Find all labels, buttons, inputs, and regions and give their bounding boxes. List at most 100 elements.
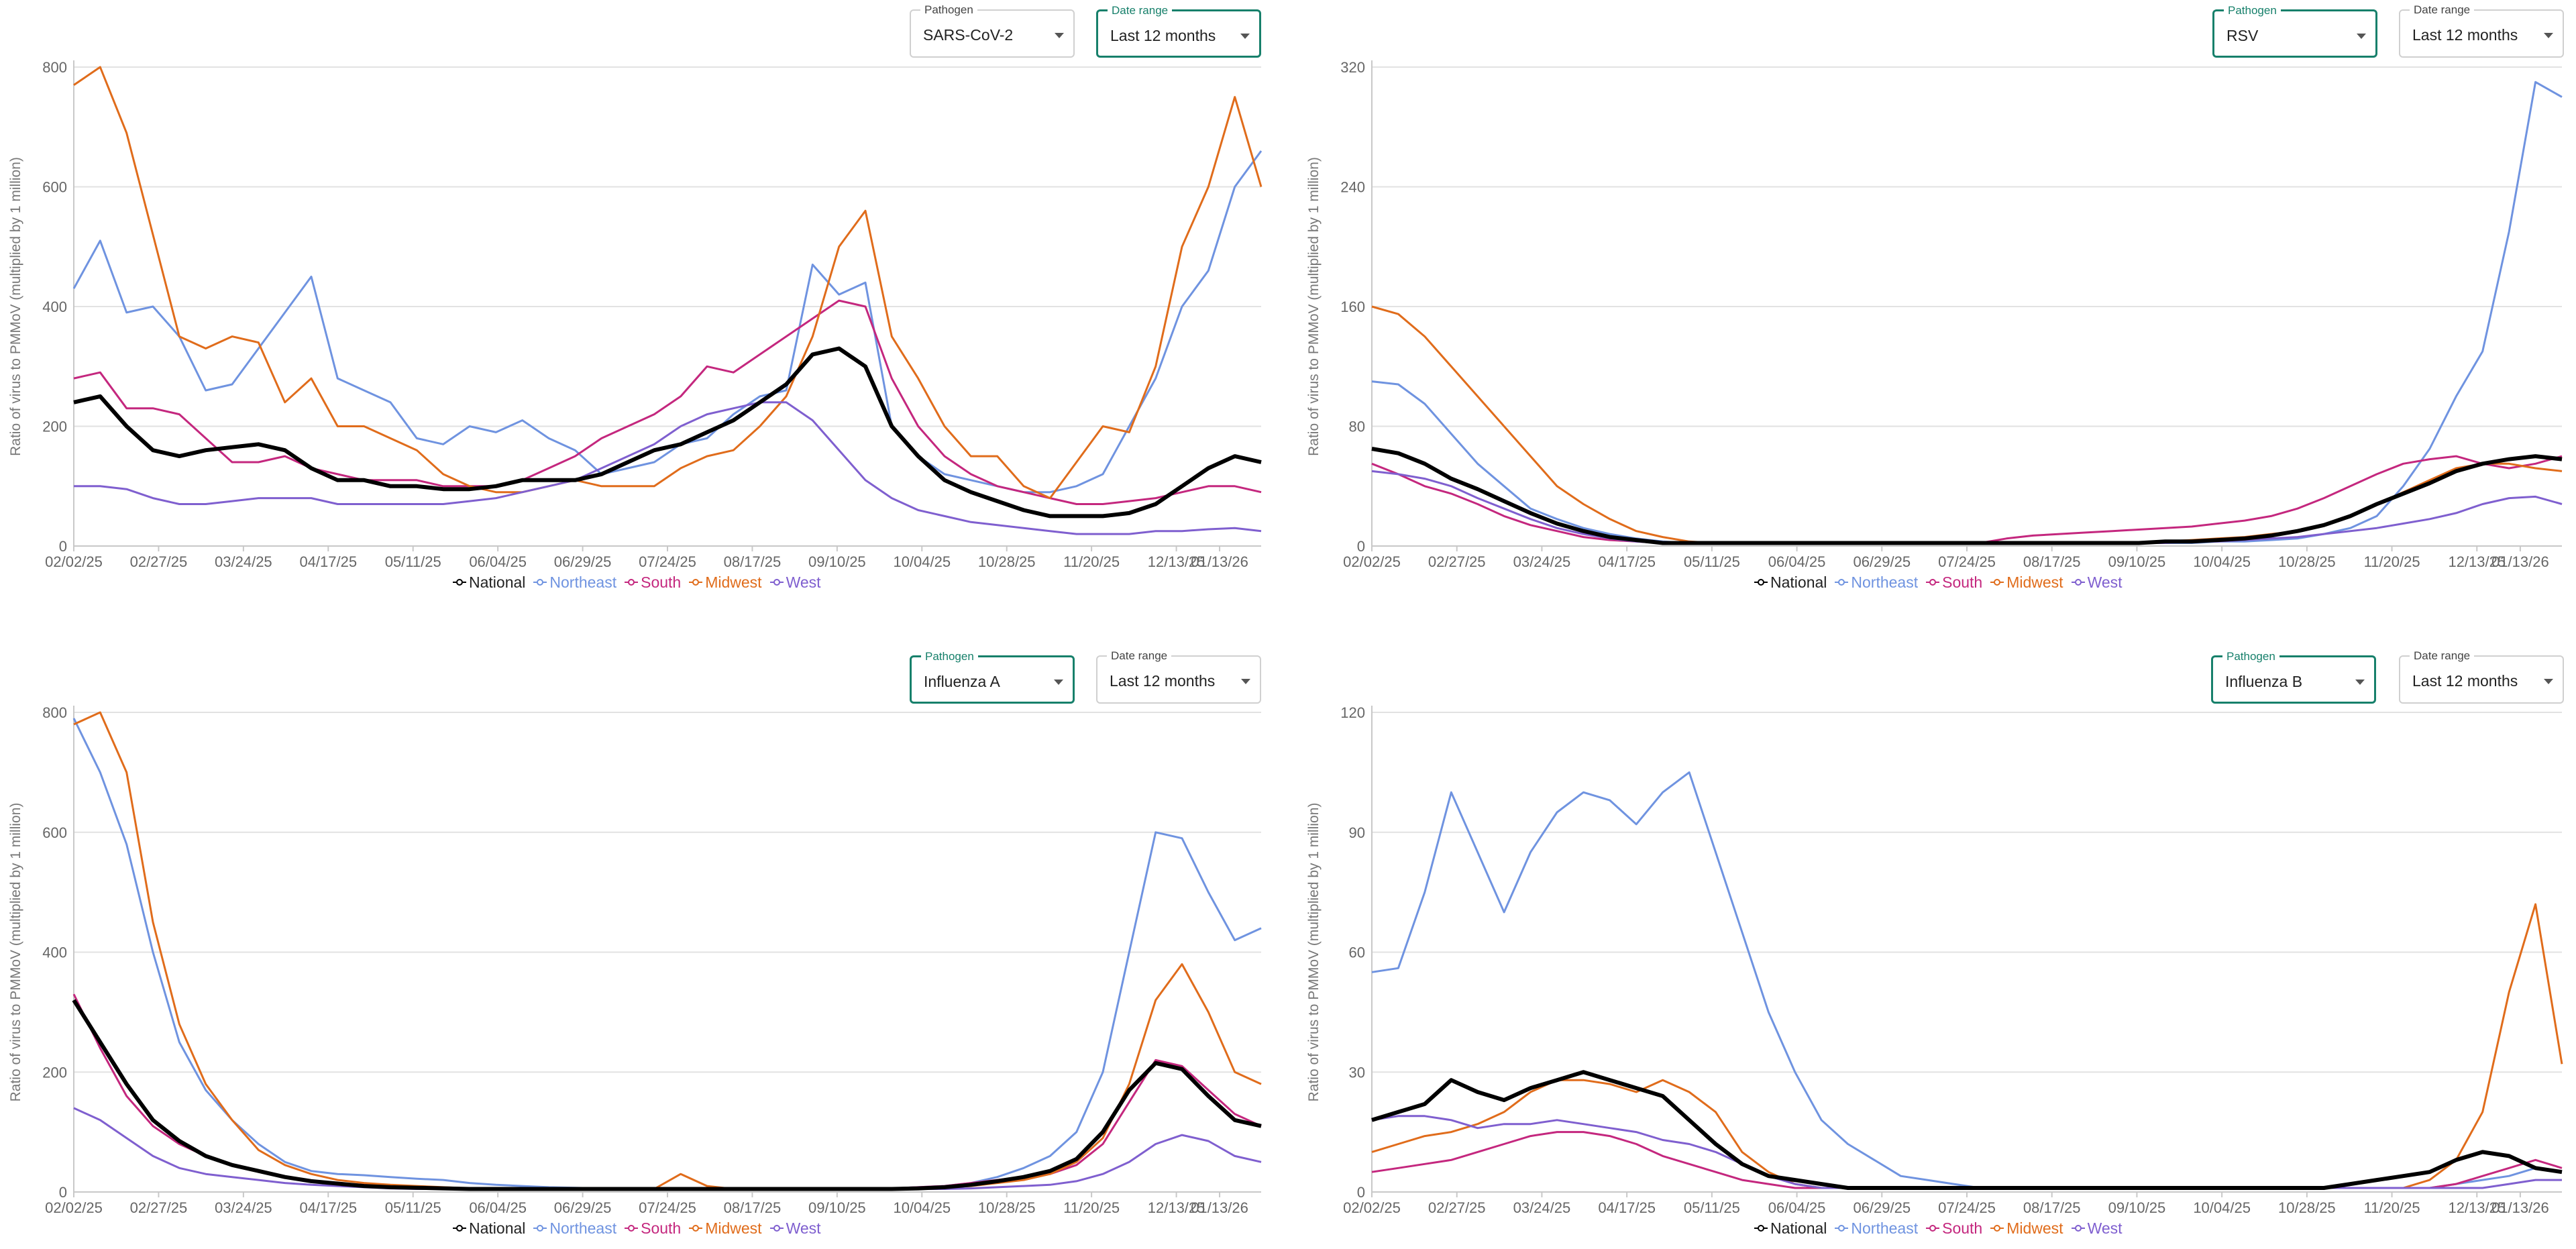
- legend-item-national[interactable]: National: [453, 1219, 525, 1238]
- legend-marker-icon: [625, 579, 639, 586]
- legend-item-south[interactable]: South: [625, 1219, 681, 1238]
- legend-item-northeast[interactable]: Northeast: [533, 574, 616, 592]
- legend-item-midwest[interactable]: Midwest: [689, 574, 762, 592]
- chevron-down-icon[interactable]: [2355, 680, 2365, 685]
- x-tick-label: 08/17/25: [2023, 553, 2081, 570]
- x-tick-label: 02/27/25: [1428, 1199, 1486, 1216]
- series-line-west: [73, 1107, 1262, 1190]
- x-tick-label: 05/11/25: [1684, 1199, 1740, 1216]
- series-line-west: [74, 401, 1262, 535]
- legend-item-midwest[interactable]: Midwest: [1990, 1219, 2063, 1238]
- date-range-caption: Date range: [1107, 649, 1172, 663]
- date-range-caption: Date range: [2410, 649, 2475, 663]
- x-tick-label: 01/13/26: [1191, 553, 1248, 570]
- legend-item-northeast[interactable]: Northeast: [533, 1219, 616, 1238]
- legend-label: National: [1770, 1219, 1827, 1237]
- legend-marker-icon: [453, 579, 466, 586]
- legend-item-national[interactable]: National: [1754, 574, 1827, 592]
- legend-label: National: [1770, 573, 1827, 591]
- series-line-midwest: [1371, 903, 2563, 1189]
- legend-item-northeast[interactable]: Northeast: [1835, 1219, 1918, 1238]
- legend-label: South: [641, 573, 682, 591]
- legend-item-northeast[interactable]: Northeast: [1835, 574, 1918, 592]
- legend-label: Northeast: [1851, 1219, 1919, 1237]
- legend: National Northeast South Midwest West: [453, 1219, 829, 1239]
- chevron-down-icon[interactable]: [2544, 679, 2553, 684]
- y-tick-label: 600: [42, 824, 67, 841]
- legend-label: Midwest: [705, 1219, 762, 1237]
- x-tick-label: 02/02/25: [1343, 1199, 1401, 1216]
- date-range-caption: Date range: [1108, 3, 1173, 18]
- x-tick-label: 08/17/25: [724, 553, 782, 570]
- x-tick-label: 05/11/25: [385, 553, 441, 570]
- legend-item-south[interactable]: South: [625, 574, 681, 592]
- x-tick-label: 04/17/25: [299, 553, 357, 570]
- pathogen-caption: Pathogen: [2224, 3, 2281, 18]
- pathogen-caption: Pathogen: [2222, 649, 2279, 664]
- date-range-value: Last 12 months: [1110, 27, 1216, 44]
- legend-item-midwest[interactable]: Midwest: [1990, 574, 2063, 592]
- y-tick-label: 120: [1340, 704, 1365, 721]
- legend-item-west[interactable]: West: [2071, 574, 2123, 592]
- chevron-down-icon[interactable]: [1055, 33, 1064, 38]
- x-tick-label: 07/24/25: [1938, 553, 1996, 570]
- legend-item-west[interactable]: West: [2071, 1219, 2123, 1238]
- legend-marker-icon: [1990, 1225, 2004, 1232]
- legend-label: Midwest: [2006, 1219, 2063, 1237]
- date-range-caption: Date range: [2410, 3, 2475, 17]
- x-tick-label: 01/13/26: [2491, 1199, 2549, 1216]
- y-tick-label: 400: [42, 944, 67, 961]
- date-range-select[interactable]: Date range Last 12 months: [1096, 649, 1261, 704]
- x-tick-label: 06/29/25: [1853, 1199, 1911, 1216]
- pathogen-select[interactable]: Pathogen Influenza A: [910, 649, 1075, 704]
- legend-label: West: [786, 573, 821, 591]
- legend: National Northeast South Midwest West: [1754, 573, 2131, 593]
- legend-label: Northeast: [549, 1219, 617, 1237]
- series-line-national: [72, 999, 1262, 1191]
- legend-item-national[interactable]: National: [1754, 1219, 1827, 1238]
- pathogen-caption: Pathogen: [920, 3, 977, 17]
- legend-item-west[interactable]: West: [769, 1219, 821, 1238]
- chevron-down-icon[interactable]: [1054, 680, 1063, 685]
- x-tick-label: 06/29/25: [554, 1199, 612, 1216]
- legend-item-midwest[interactable]: Midwest: [689, 1219, 762, 1238]
- chevron-down-icon[interactable]: [1241, 679, 1250, 684]
- y-tick-label: 200: [42, 419, 67, 435]
- chevron-down-icon[interactable]: [2357, 34, 2366, 39]
- legend-label: South: [1942, 573, 1983, 591]
- x-tick-label: 09/10/25: [2108, 1199, 2166, 1216]
- legend-item-national[interactable]: National: [453, 574, 525, 592]
- legend-item-west[interactable]: West: [769, 573, 821, 592]
- chevron-down-icon[interactable]: [2544, 33, 2553, 38]
- chart-panel-influenza-b: Pathogen Influenza B Date range Last 12 mon…: [1295, 624, 2576, 1249]
- y-axis-title: Ratio of virus to PMMoV (multiplied by 1…: [1306, 157, 1322, 456]
- chevron-down-icon[interactable]: [1240, 34, 1250, 39]
- pathogen-value: Influenza A: [924, 673, 1000, 690]
- date-range-select[interactable]: Date range Last 12 months: [2399, 3, 2564, 58]
- date-range-select[interactable]: Date range Last 12 months: [2399, 649, 2564, 704]
- x-tick-label: 10/04/25: [893, 1199, 951, 1216]
- x-tick-label: 12/13/25: [1148, 553, 1205, 570]
- series-line-northeast: [1371, 771, 2563, 1189]
- y-tick-label: 0: [59, 538, 67, 555]
- y-tick-label: 30: [1349, 1064, 1365, 1081]
- y-tick-label: 400: [42, 298, 67, 315]
- legend-item-south[interactable]: South: [1926, 1219, 1982, 1238]
- legend: National Northeast South Midwest West: [453, 573, 829, 593]
- series-line-west: [1371, 470, 2563, 544]
- legend-label: Northeast: [1851, 573, 1919, 591]
- pathogen-select[interactable]: Pathogen RSV: [2212, 3, 2377, 58]
- x-tick-label: 09/10/25: [808, 553, 866, 570]
- legend-item-south[interactable]: South: [1926, 574, 1982, 592]
- x-tick-label: 10/28/25: [2278, 553, 2336, 570]
- x-tick-label: 11/20/25: [1063, 1199, 1120, 1216]
- date-range-value: Last 12 months: [2412, 26, 2518, 44]
- date-range-select[interactable]: Date range Last 12 months: [1096, 3, 1261, 58]
- pathogen-select[interactable]: Pathogen Influenza B: [2211, 649, 2376, 704]
- y-axis-title: Ratio of virus to PMMoV (multiplied by 1…: [1306, 803, 1322, 1102]
- legend-marker-icon: [689, 1225, 703, 1232]
- y-axis-title: Ratio of virus to PMMoV (multiplied by 1…: [8, 803, 23, 1102]
- x-tick-label: 06/04/25: [1768, 1199, 1826, 1216]
- pathogen-select[interactable]: Pathogen SARS-CoV-2: [910, 3, 1075, 58]
- x-tick-label: 11/20/25: [2364, 553, 2420, 570]
